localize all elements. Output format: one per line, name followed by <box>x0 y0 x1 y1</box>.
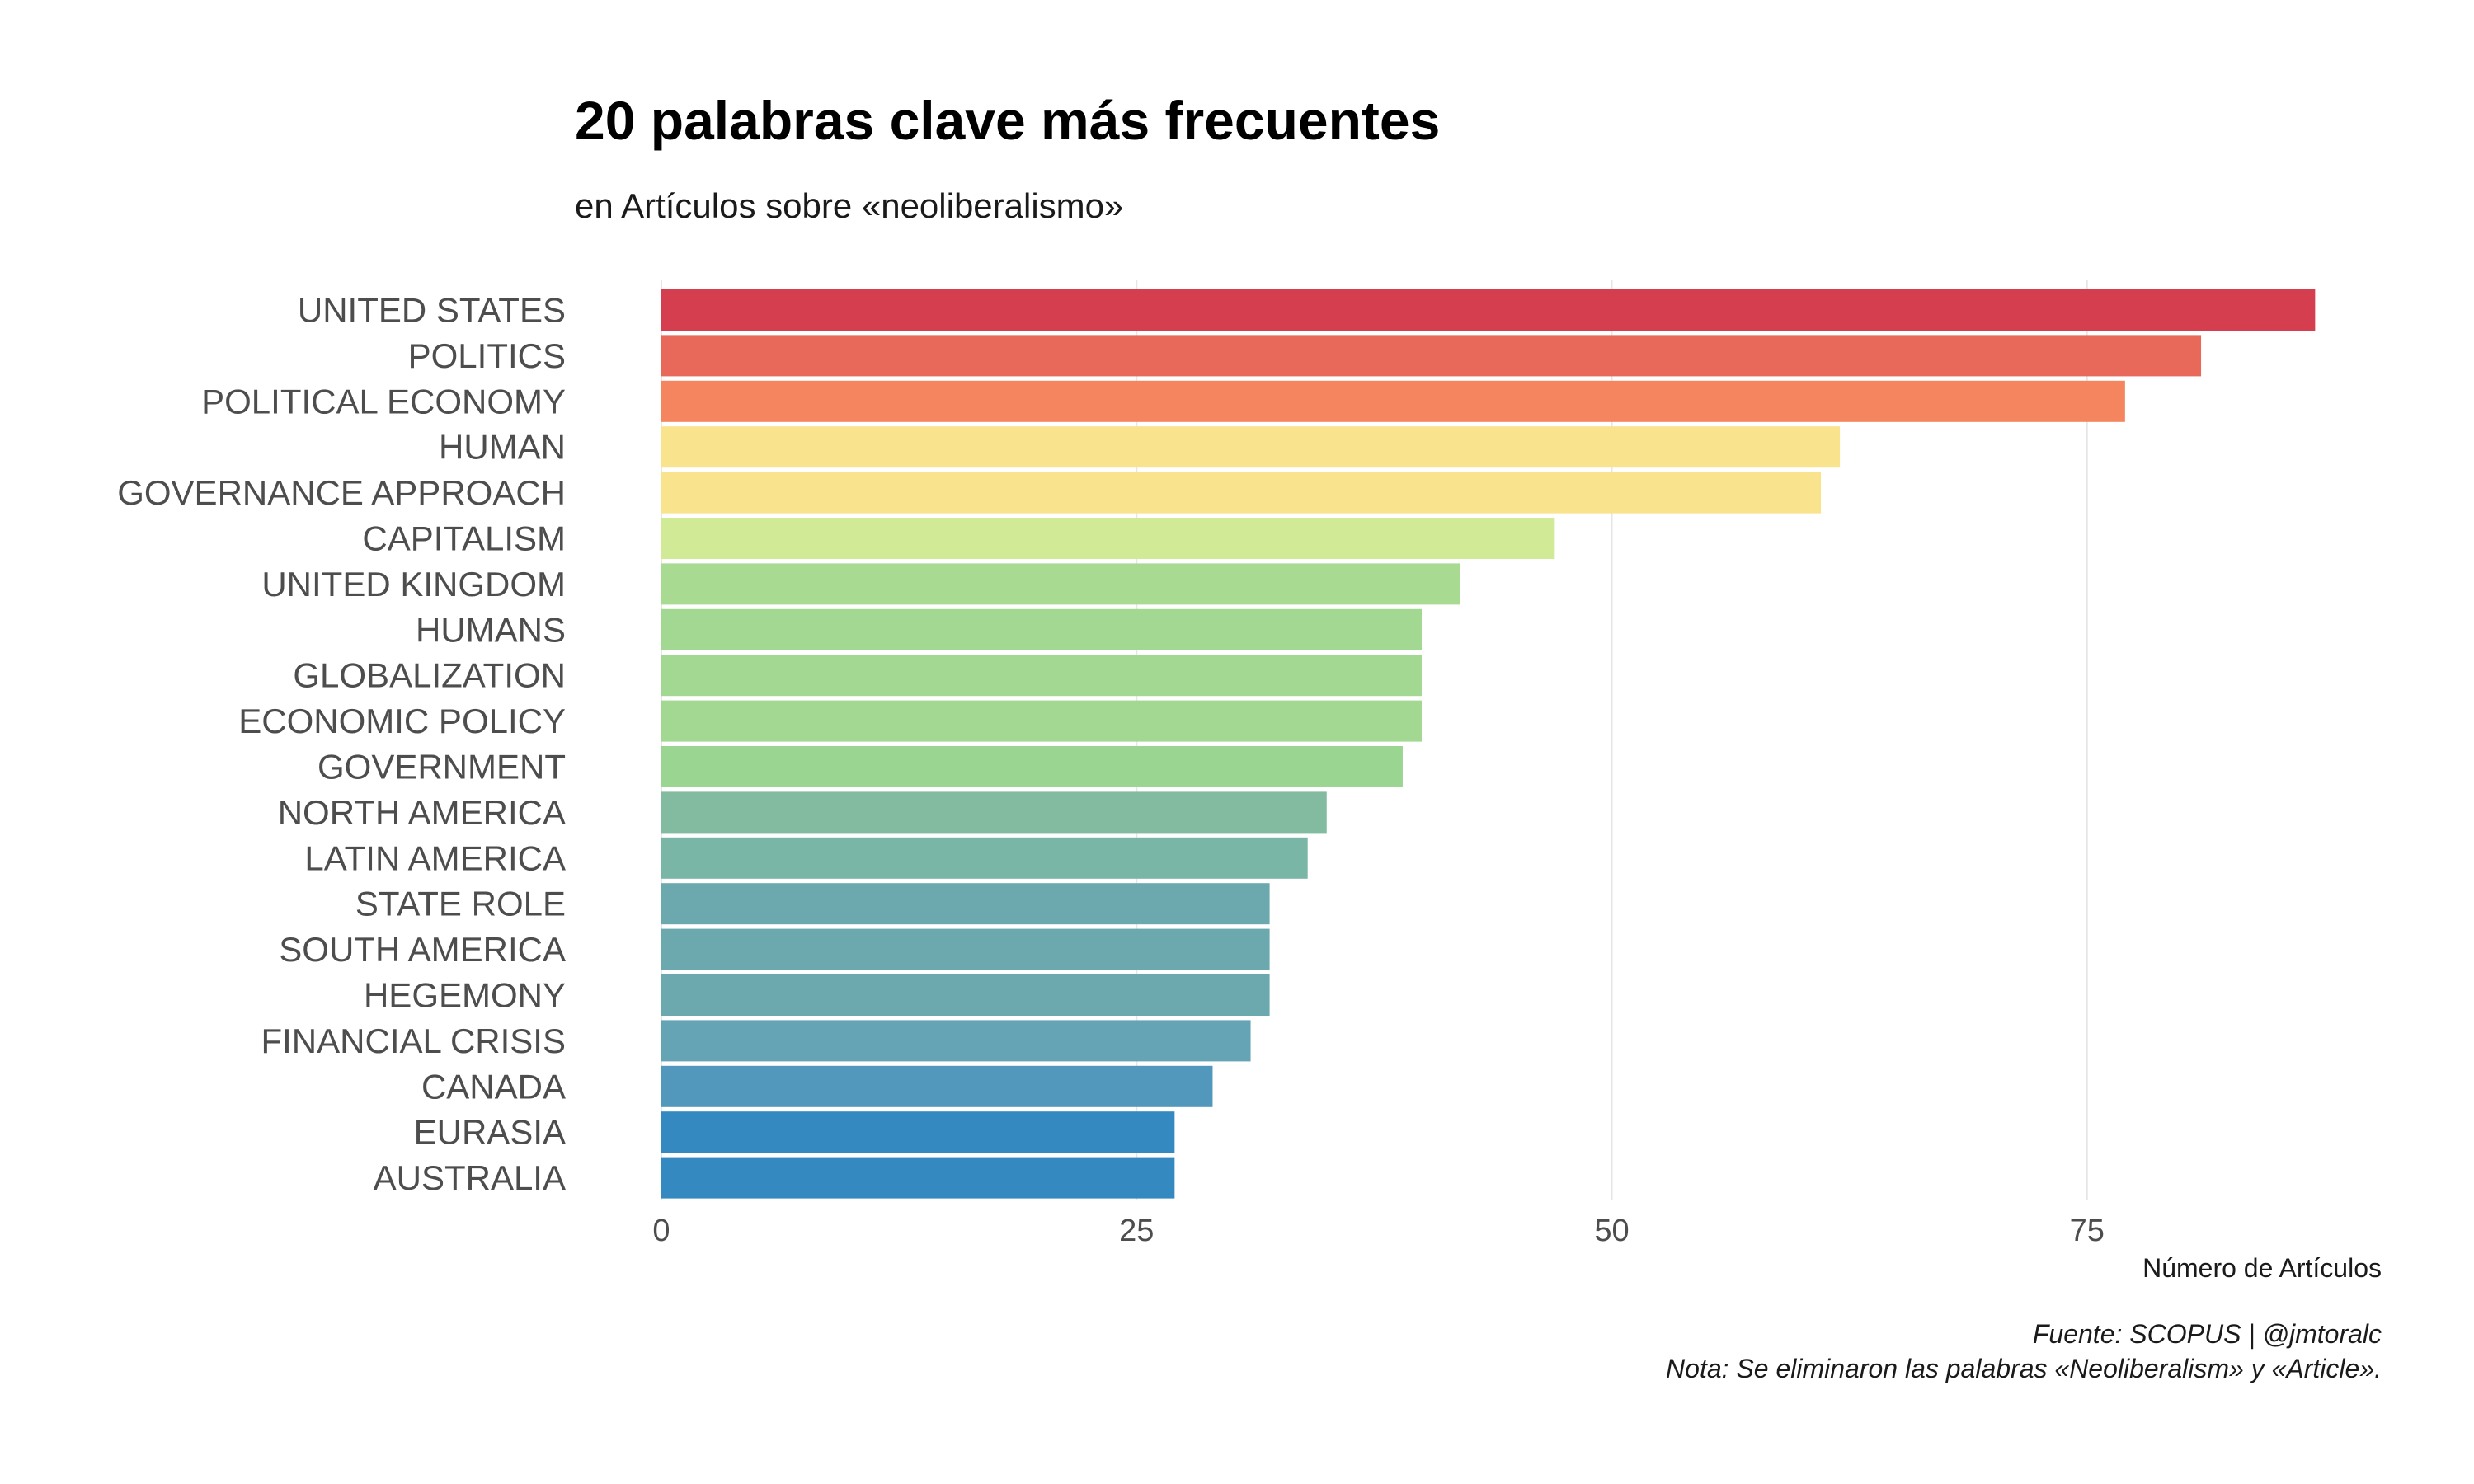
bar-united-kingdom <box>661 563 1460 605</box>
category-label: AUSTRALIA <box>374 1158 566 1197</box>
bar-hegemony <box>661 974 1270 1016</box>
category-label: POLITICS <box>408 336 566 375</box>
category-label: ECONOMIC POLICY <box>238 702 566 740</box>
category-label: GOVERNANCE APPROACH <box>117 473 566 512</box>
caption-source: Fuente: SCOPUS | @jmtoralc <box>2032 1319 2382 1349</box>
x-tick-label: 0 <box>652 1214 670 1248</box>
bar-financial-crisis <box>661 1020 1251 1062</box>
bar-state-role <box>661 883 1270 925</box>
bar-canada <box>661 1065 1213 1107</box>
category-label: STATE ROLE <box>355 885 566 923</box>
bar-capitalism <box>661 518 1555 559</box>
category-label: POLITICAL ECONOMY <box>201 382 566 420</box>
category-label: EURASIA <box>414 1113 566 1152</box>
x-tick-label: 25 <box>1119 1214 1154 1248</box>
bar-politics <box>661 335 2202 377</box>
category-label: GLOBALIZATION <box>293 656 566 695</box>
chart-subtitle: en Artículos sobre «neoliberalismo» <box>575 186 1124 225</box>
bar-latin-america <box>661 837 1308 879</box>
bar-political-economy <box>661 380 2125 422</box>
bar-united-states <box>661 289 2316 331</box>
category-label: UNITED KINGDOM <box>261 565 566 603</box>
category-label: GOVERNMENT <box>317 748 566 787</box>
bar-humans <box>661 608 1422 650</box>
category-label: CAPITALISM <box>362 519 566 558</box>
category-label: CANADA <box>421 1067 566 1106</box>
category-label: SOUTH AMERICA <box>279 930 566 969</box>
x-axis-label: Número de Artículos <box>2142 1253 2382 1283</box>
bar-economic-policy <box>661 700 1422 742</box>
category-label: UNITED STATES <box>298 291 566 330</box>
bar-north-america <box>661 791 1327 834</box>
chart-title: 20 palabras clave más frecuentes <box>575 90 1441 151</box>
bar-south-america <box>661 928 1270 970</box>
x-tick-label: 50 <box>1594 1214 1629 1248</box>
category-label: NORTH AMERICA <box>278 793 566 832</box>
x-tick-label: 75 <box>2070 1214 2105 1248</box>
bar-eurasia <box>661 1111 1175 1153</box>
bar-australia <box>661 1157 1175 1199</box>
category-label: HUMAN <box>439 428 566 467</box>
category-label: LATIN AMERICA <box>304 838 566 877</box>
bar-globalization <box>661 655 1422 697</box>
category-label: HUMANS <box>416 610 566 649</box>
category-label: FINANCIAL CRISIS <box>261 1021 566 1060</box>
bar-governance-approach <box>661 472 1822 514</box>
category-label: HEGEMONY <box>364 976 566 1015</box>
bar-human <box>661 426 1841 468</box>
bar-government <box>661 746 1403 787</box>
caption-note: Nota: Se eliminaron las palabras «Neolib… <box>1666 1354 2382 1383</box>
